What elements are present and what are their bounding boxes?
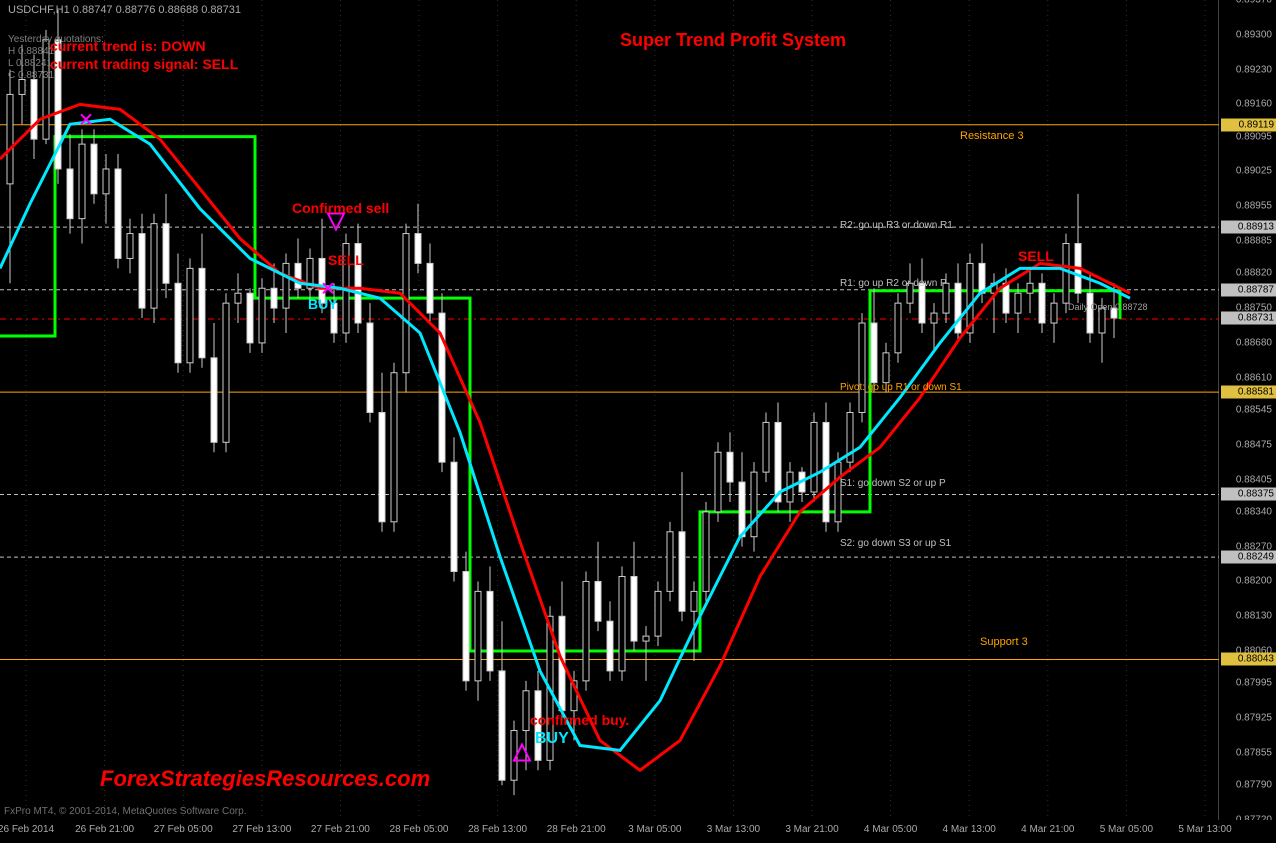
confirmed-buy-label: confirmed buy. bbox=[530, 712, 629, 728]
confirmed-sell-label: Confirmed sell bbox=[292, 200, 389, 216]
s1-label: S1: go down S2 or up P bbox=[840, 478, 946, 489]
lo-label: L 0.88241 bbox=[8, 58, 52, 69]
pivot-label: Pivot: go up R1 or down S1 bbox=[840, 382, 962, 393]
support3-label: Support 3 bbox=[980, 636, 1028, 648]
daily-open-label: Daily Open 0.88728 bbox=[1068, 302, 1148, 312]
price-level-box: 0.88375 bbox=[1221, 488, 1276, 501]
time-tick: 4 Mar 21:00 bbox=[1021, 824, 1074, 835]
cl-label: C 0.88731 bbox=[8, 70, 54, 81]
price-level-box: 0.88581 bbox=[1221, 386, 1276, 399]
time-tick: 27 Feb 05:00 bbox=[154, 824, 213, 835]
price-level-box: 0.88731 bbox=[1221, 311, 1276, 324]
copyright: FxPro MT4, © 2001-2014, MetaQuotes Softw… bbox=[4, 806, 246, 817]
time-tick: 26 Feb 21:00 bbox=[75, 824, 134, 835]
system-title: Super Trend Profit System bbox=[620, 30, 846, 51]
buy-label-1: BUY bbox=[308, 296, 338, 312]
price-tick: 0.88405 bbox=[1236, 474, 1272, 485]
price-tick: 0.87855 bbox=[1236, 747, 1272, 758]
price-tick: 0.88340 bbox=[1236, 506, 1272, 517]
price-level-box: 0.88913 bbox=[1221, 221, 1276, 234]
time-tick: 4 Mar 05:00 bbox=[864, 824, 917, 835]
price-tick: 0.88820 bbox=[1236, 268, 1272, 279]
price-tick: 0.88955 bbox=[1236, 201, 1272, 212]
price-tick: 0.88200 bbox=[1236, 576, 1272, 587]
price-tick: 0.88475 bbox=[1236, 439, 1272, 450]
price-level-box: 0.88043 bbox=[1221, 653, 1276, 666]
price-tick: 0.87995 bbox=[1236, 678, 1272, 689]
price-tick: 0.89230 bbox=[1236, 64, 1272, 75]
time-tick: 27 Feb 13:00 bbox=[232, 824, 291, 835]
price-tick: 0.89095 bbox=[1236, 131, 1272, 142]
time-axis[interactable]: 26 Feb 2014 26 Feb 21:00 27 Feb 05:00 27 Fe… bbox=[0, 820, 1276, 843]
price-tick: 0.88610 bbox=[1236, 372, 1272, 383]
time-tick: 3 Mar 21:00 bbox=[785, 824, 838, 835]
r2-label: R2: go up R3 or down R1 bbox=[840, 220, 953, 231]
time-tick: 28 Feb 21:00 bbox=[547, 824, 606, 835]
time-tick: 26 Feb 2014 bbox=[0, 824, 54, 835]
r1-label: R1: go up R2 or down P bbox=[840, 278, 947, 289]
price-level-box: 0.89119 bbox=[1221, 118, 1276, 131]
s2-label: S2: go down S3 or up S1 bbox=[840, 538, 951, 549]
time-tick: 3 Mar 13:00 bbox=[707, 824, 760, 835]
buy-label-2: BUY bbox=[535, 730, 569, 748]
time-tick: 27 Feb 21:00 bbox=[311, 824, 370, 835]
price-tick: 0.88130 bbox=[1236, 611, 1272, 622]
signal-text: current trading signal: SELL bbox=[50, 56, 238, 72]
time-tick: 28 Feb 13:00 bbox=[468, 824, 527, 835]
sell-label-2: SELL bbox=[1018, 248, 1054, 264]
sell-label-1: SELL bbox=[328, 252, 364, 268]
price-tick: 0.87925 bbox=[1236, 713, 1272, 724]
price-level-box: 0.88249 bbox=[1221, 551, 1276, 564]
symbol-header: USDCHF,H1 0.88747 0.88776 0.88688 0.8873… bbox=[8, 4, 241, 16]
price-tick: 0.88885 bbox=[1236, 236, 1272, 247]
price-tick: 0.89160 bbox=[1236, 99, 1272, 110]
watermark: ForexStrategiesResources.com bbox=[100, 766, 430, 792]
resistance3-label: Resistance 3 bbox=[960, 130, 1024, 142]
price-tick: 0.88545 bbox=[1236, 405, 1272, 416]
time-tick: 3 Mar 05:00 bbox=[628, 824, 681, 835]
price-tick: 0.89025 bbox=[1236, 166, 1272, 177]
time-tick: 28 Feb 05:00 bbox=[390, 824, 449, 835]
chart-area[interactable]: USDCHF,H1 0.88747 0.88776 0.88688 0.8873… bbox=[0, 0, 1219, 820]
price-tick: 0.89370 bbox=[1236, 0, 1272, 6]
price-scale[interactable]: 0.89370 0.89300 0.89230 0.89160 0.89095 0.890… bbox=[1219, 0, 1276, 820]
time-tick: 5 Mar 13:00 bbox=[1178, 824, 1231, 835]
price-tick: 0.89300 bbox=[1236, 29, 1272, 40]
price-tick: 0.88680 bbox=[1236, 337, 1272, 348]
time-tick: 4 Mar 13:00 bbox=[943, 824, 996, 835]
time-tick: 5 Mar 05:00 bbox=[1100, 824, 1153, 835]
price-tick: 0.87790 bbox=[1236, 780, 1272, 791]
hi-label: H 0.88841 bbox=[8, 46, 54, 57]
trend-text: current trend is: DOWN bbox=[50, 38, 206, 54]
price-level-box: 0.88787 bbox=[1221, 283, 1276, 296]
